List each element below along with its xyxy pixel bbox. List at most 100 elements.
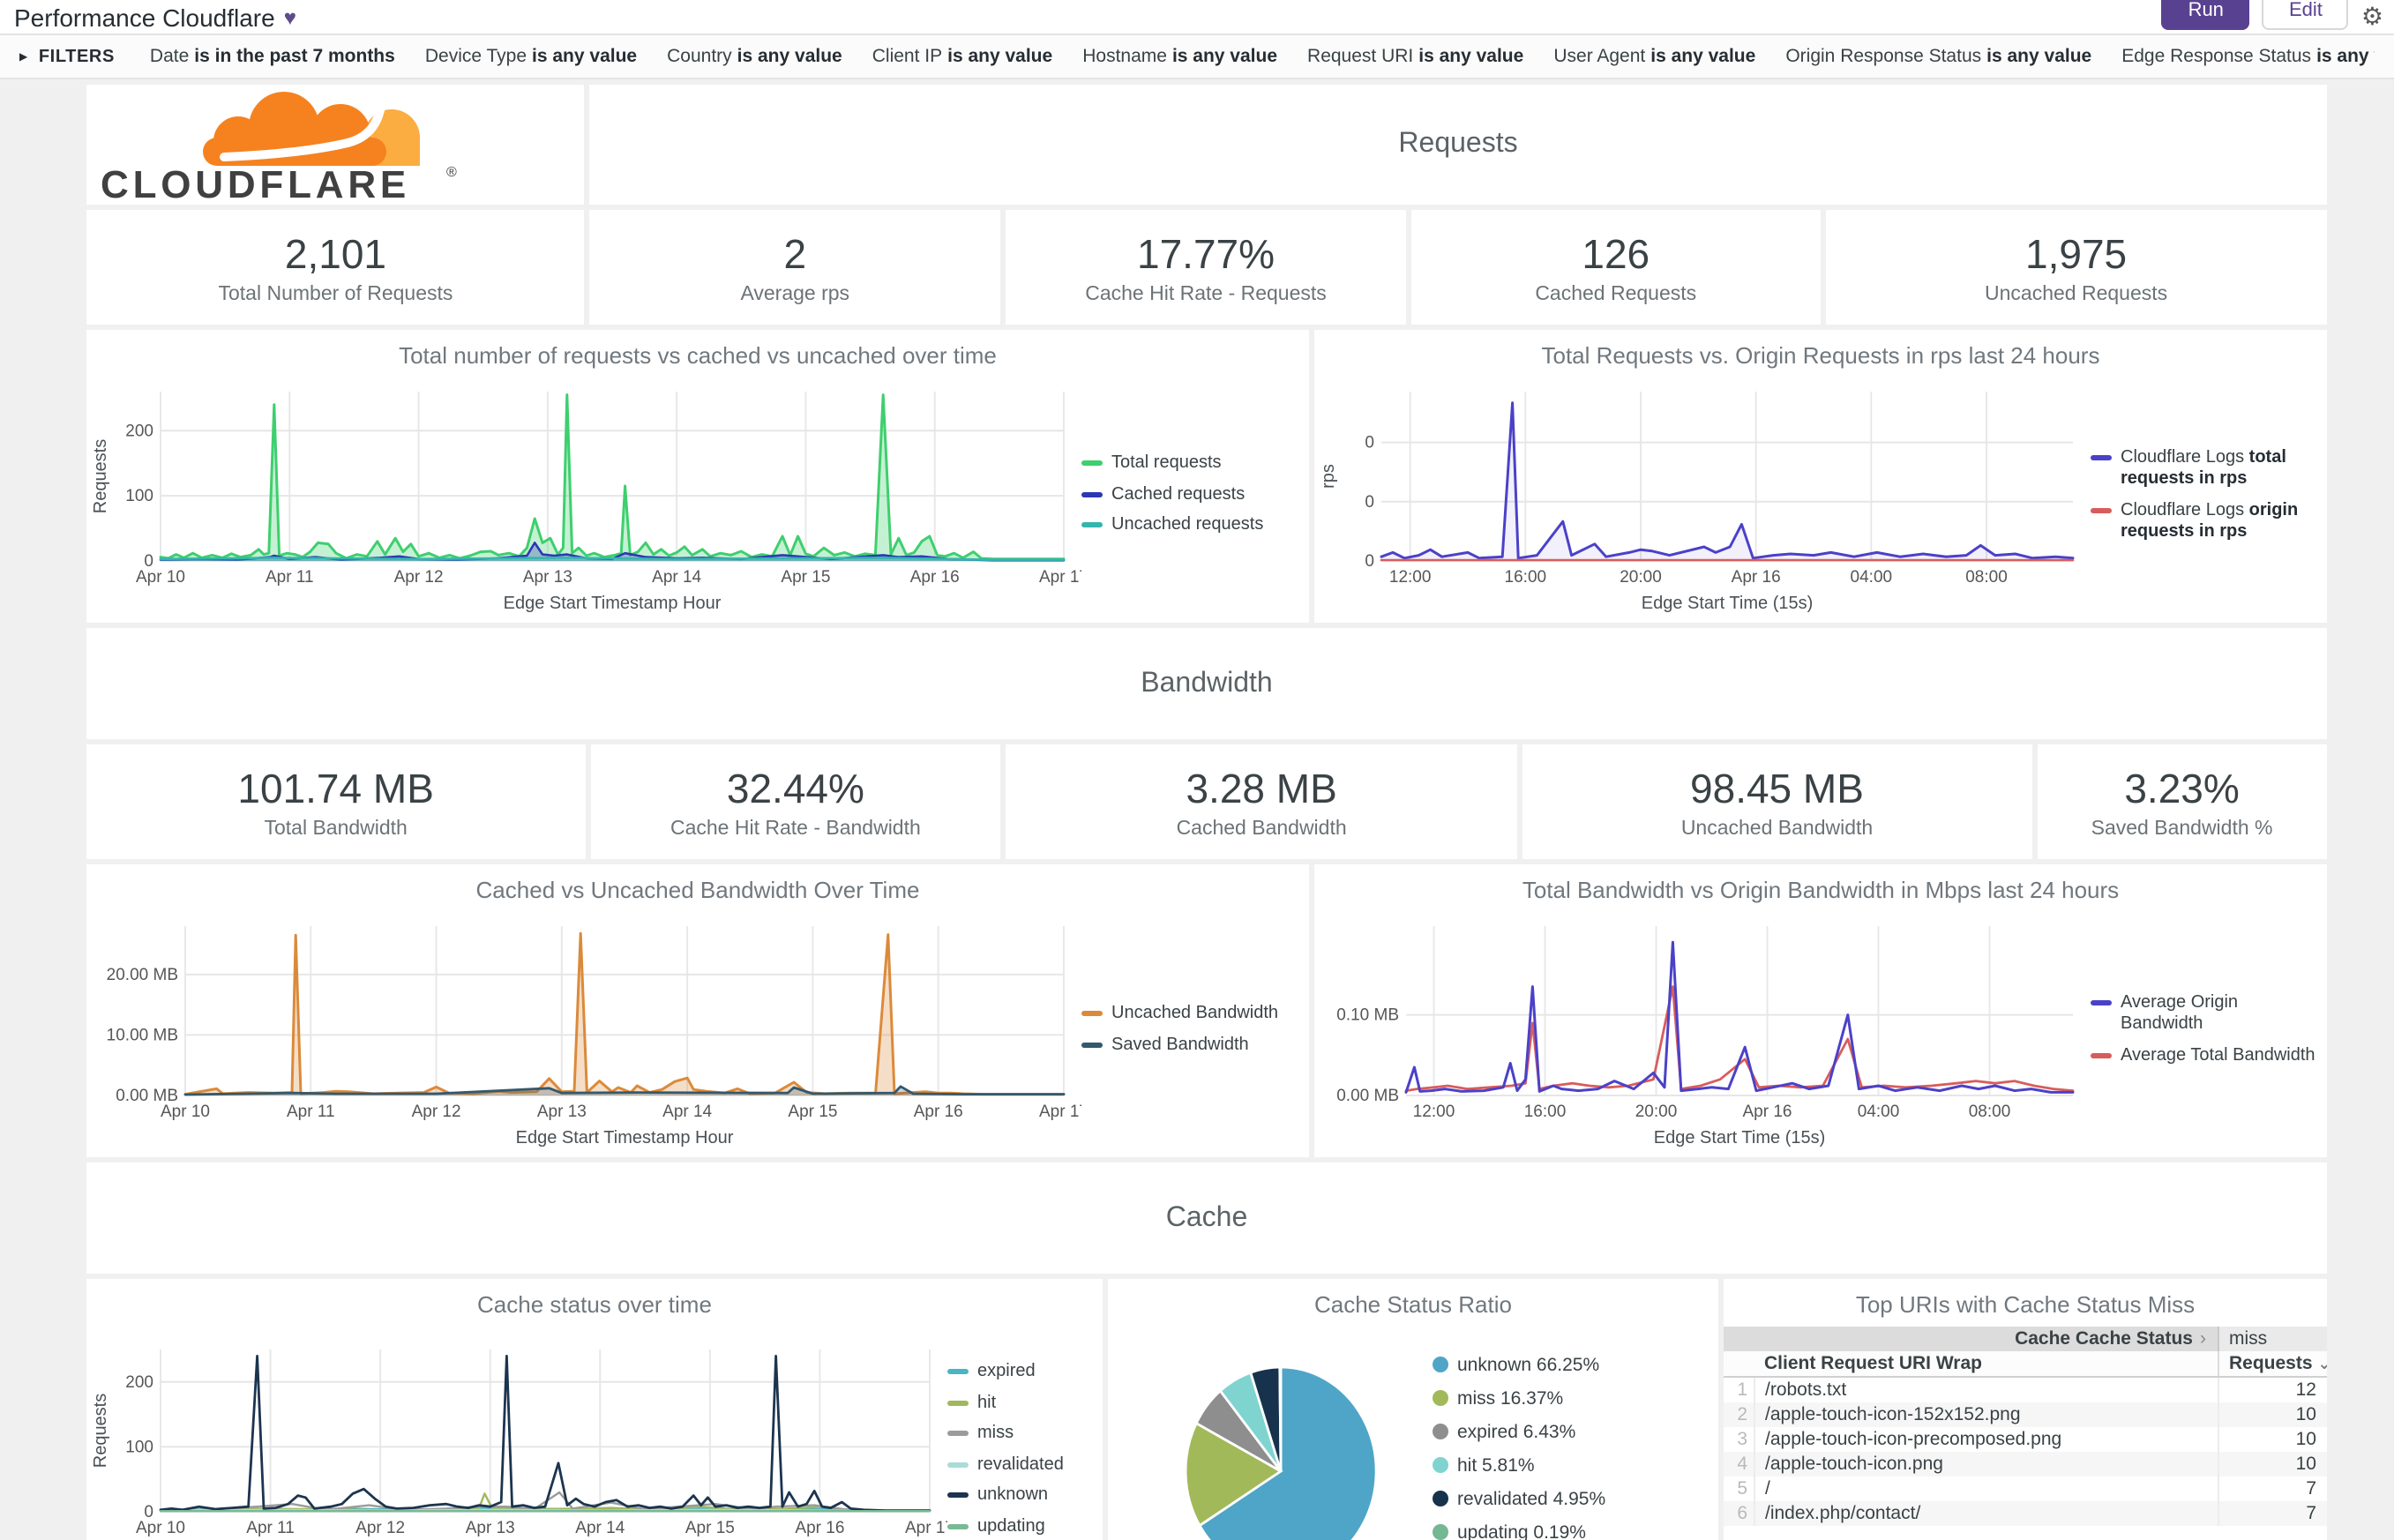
legend-label: expired 6.43% — [1457, 1421, 1576, 1443]
row-index: 4 — [1724, 1452, 1754, 1476]
kpi-value: 2,101 — [284, 230, 386, 276]
filters-toggle[interactable]: ▶ FILTERS — [19, 47, 115, 66]
legend-item[interactable]: miss 16.37% — [1433, 1388, 1605, 1411]
top-uris-table: Cache Cache Status › miss Client Request … — [1724, 1327, 2327, 1526]
uri-cell[interactable]: /index.php/contact/ — [1765, 1503, 1921, 1524]
legend-item[interactable]: hit — [947, 1393, 1064, 1415]
legend-item[interactable]: expired — [947, 1362, 1064, 1384]
legend-item[interactable]: Cached requests — [1081, 485, 1263, 507]
table-row[interactable]: 4/apple-touch-icon.png 10 — [1724, 1452, 2327, 1476]
legend-item[interactable]: updating — [947, 1516, 1064, 1538]
filter-item[interactable]: Hostname is any value — [1082, 46, 1278, 67]
requests-over-time-chart[interactable]: Apr 10 Apr 11 Apr 12 Apr 13 Apr 14 Apr 15 Apr … — [90, 378, 1081, 614]
cache-ratio-pie[interactable] — [1108, 1319, 1429, 1540]
uri-column-header[interactable]: Client Request URI Wrap — [1754, 1351, 2218, 1378]
legend-swatch — [1081, 1042, 1103, 1047]
pie-legend: unknown 66.25% miss 16.37% expired 6.43% hi… — [1433, 1354, 1605, 1540]
table-row[interactable]: 1/robots.txt 12 — [1724, 1377, 2327, 1402]
bandwidth-over-time-chart[interactable]: Apr 10 Apr 11 Apr 12 Apr 13 Apr 14 Apr 15 Apr … — [90, 912, 1081, 1148]
rps-24h-chart[interactable]: 12:00 16:00 20:00 Apr 16 04:00 08:00 0 0 0 Edge S… — [1318, 378, 2091, 614]
cloudflare-logo: CLOUDFLARE ® — [86, 85, 584, 205]
table-row[interactable]: 5 / 7 — [1724, 1476, 2327, 1501]
legend-item[interactable]: unknown 66.25% — [1433, 1354, 1605, 1377]
legend-swatch — [1433, 1356, 1448, 1372]
legend-item[interactable]: Saved Bandwidth — [1081, 1035, 1278, 1057]
requests-column-header[interactable]: Requests⌄ — [2217, 1351, 2327, 1378]
svg-text:Apr 16: Apr 16 — [910, 568, 960, 587]
svg-text:0.00 MB: 0.00 MB — [116, 1087, 178, 1105]
legend-item[interactable]: Average Origin Bandwidth — [2091, 993, 2316, 1037]
legend-item[interactable]: miss — [947, 1424, 1064, 1446]
filters-expand-icon: ▶ — [19, 52, 28, 63]
uri-cell[interactable]: /apple-touch-icon-precomposed.png — [1765, 1429, 2062, 1450]
pivot-header[interactable]: Cache Cache Status › — [1724, 1327, 2218, 1351]
bandwidth-24h-chart[interactable]: 12:00 16:00 20:00 Apr 16 04:00 08:00 0.00 MB 0.… — [1318, 912, 2091, 1148]
svg-text:Apr 17: Apr 17 — [905, 1519, 947, 1537]
edit-button[interactable]: Edit — [2262, 0, 2349, 31]
requests-cell: 7 — [2217, 1501, 2327, 1526]
filter-item[interactable]: Origin Response Status is any value — [1785, 46, 2092, 67]
filter-item[interactable]: Country is any value — [667, 46, 842, 67]
legend-label: Total requests — [1111, 453, 1222, 474]
cloudflare-logo-image: CLOUDFLARE ® — [101, 92, 457, 201]
legend-item[interactable]: expired 6.43% — [1433, 1422, 1605, 1445]
legend-swatch — [947, 1462, 969, 1467]
svg-text:Apr 16: Apr 16 — [1743, 1103, 1792, 1121]
svg-text:Apr 13: Apr 13 — [537, 1103, 587, 1121]
legend-item[interactable]: revalidated — [947, 1454, 1064, 1476]
kpi-tile: 3.28 MB Cached Bandwidth — [1006, 744, 1517, 859]
legend-item[interactable]: Total requests — [1081, 454, 1263, 476]
uri-cell[interactable]: / — [1765, 1478, 1770, 1499]
cache-ratio-panel: Cache Status Ratio unknown 66.25% miss 16… — [1108, 1279, 1718, 1540]
chart-title: Total Bandwidth vs Origin Bandwidth in M… — [1522, 877, 2120, 903]
table-row[interactable]: 6/index.php/contact/7 — [1724, 1501, 2327, 1526]
section-heading-cache: Cache — [1165, 1202, 1248, 1232]
svg-text:Requests: Requests — [91, 439, 110, 514]
svg-text:100: 100 — [125, 487, 153, 505]
legend-label: updating 0.19% — [1457, 1522, 1586, 1540]
cache-status-chart[interactable]: Apr 10 Apr 11 Apr 12 Apr 13 Apr 14 Apr 15 Apr … — [90, 1335, 947, 1540]
kpi-value: 2 — [783, 230, 807, 276]
legend-item[interactable]: updating 0.19% — [1433, 1523, 1605, 1540]
legend-item[interactable]: revalidated 4.95% — [1433, 1489, 1605, 1512]
legend-item[interactable]: unknown — [947, 1485, 1064, 1507]
legend-item[interactable]: hit 5.81% — [1433, 1455, 1605, 1478]
svg-text:Apr 13: Apr 13 — [523, 568, 572, 587]
legend-item[interactable]: Uncached Bandwidth — [1081, 1004, 1278, 1026]
run-button[interactable]: Run — [2161, 0, 2250, 31]
table-row[interactable]: 3/apple-touch-icon-precomposed.png 10 — [1724, 1427, 2327, 1452]
kpi-value: 98.45 MB — [1690, 765, 1864, 811]
legend-swatch — [1081, 491, 1103, 497]
kpi-value: 32.44% — [726, 765, 864, 811]
pie-slice-miss[interactable] — [1184, 1421, 1283, 1528]
legend-item[interactable]: Uncached requests — [1081, 516, 1263, 538]
svg-text:®: ® — [446, 165, 457, 180]
filter-item[interactable]: User Agent is any value — [1553, 46, 1756, 67]
svg-text:20:00: 20:00 — [1635, 1103, 1678, 1121]
uri-cell[interactable]: /robots.txt — [1765, 1379, 1847, 1401]
legend-item[interactable]: Average Total Bandwidth — [2091, 1046, 2316, 1068]
kpi-label: Cache Hit Rate - Requests — [1085, 283, 1327, 304]
filter-item[interactable]: Request URI is any value — [1307, 46, 1524, 67]
filter-item[interactable]: Device Type is any value — [424, 46, 638, 67]
filter-item[interactable]: Client IP is any value — [872, 46, 1053, 67]
legend-label: miss — [977, 1424, 1014, 1443]
chart-title: Cache Status Ratio — [1313, 1291, 1512, 1318]
uri-cell[interactable]: /apple-touch-icon-152x152.png — [1765, 1404, 2021, 1425]
table-row[interactable]: 2/apple-touch-icon-152x152.png 10 — [1724, 1402, 2327, 1427]
uri-cell[interactable]: /apple-touch-icon.png — [1765, 1454, 1943, 1475]
legend-item[interactable]: Cloudflare Logs total requests in rps — [2091, 447, 2313, 491]
legend-item[interactable]: Cloudflare Logs origin requests in rps — [2091, 500, 2313, 544]
gear-icon[interactable]: ⚙ — [2360, 2, 2383, 30]
svg-text:Apr 13: Apr 13 — [466, 1519, 515, 1537]
kpi-label: Average rps — [740, 283, 850, 304]
kpi-value: 101.74 MB — [237, 765, 434, 811]
filter-item[interactable]: Date is in the past 7 months — [149, 46, 395, 67]
svg-text:CLOUDFLARE: CLOUDFLARE — [101, 163, 410, 201]
kpi-tile: 17.77% Cache Hit Rate - Requests — [1005, 210, 1407, 325]
cache-status-panel: Cache status over time Apr 10 Apr 11 Apr 1… — [86, 1279, 1103, 1540]
pie-slice-updating[interactable] — [1278, 1365, 1283, 1472]
svg-text:Apr 11: Apr 11 — [266, 568, 314, 587]
svg-text:Apr 17: Apr 17 — [1039, 568, 1081, 587]
